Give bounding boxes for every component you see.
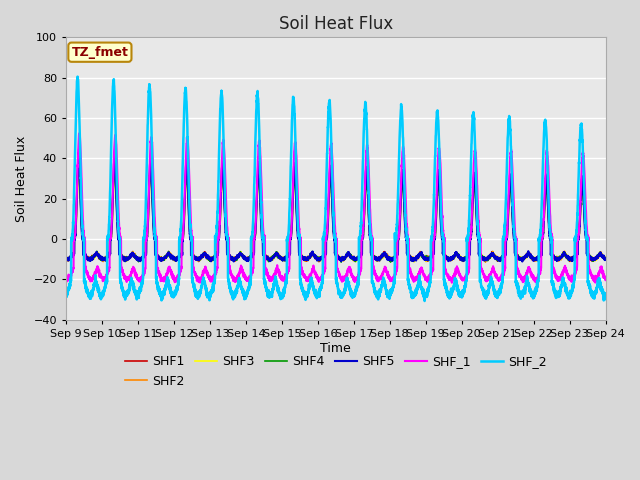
SHF1 [427,253,435,259]
SHF3 [427,255,435,261]
SHF1 [602,256,609,262]
SHF4 [602,256,609,262]
Text: TZ_fmet: TZ_fmet [72,46,129,59]
SHF3 [410,259,418,265]
SHF4 [316,255,323,261]
X-axis label: Time: Time [321,342,351,355]
SHF5 [602,257,609,263]
SHF1 [457,256,465,262]
SHF4 [159,255,167,261]
SHF4 [602,257,609,263]
SHF2 [602,257,609,263]
SHF_1 [76,131,83,136]
SHF_1 [457,276,465,281]
SHF1 [602,255,609,261]
SHF_1 [427,273,435,279]
SHF5 [518,259,526,264]
SHF4 [488,251,495,256]
SHF5 [457,256,465,262]
SHF_2 [602,291,609,297]
SHF3 [602,257,609,263]
SHF_2 [457,292,465,298]
SHF3 [488,252,495,258]
SHF1 [75,160,83,166]
SHF_1 [62,275,70,281]
Line: SHF_1: SHF_1 [66,133,605,283]
Line: SHF4: SHF4 [66,169,605,262]
SHF_1 [159,277,167,283]
SHF_1 [488,269,495,275]
SHF2 [75,155,83,161]
SHF3 [602,256,609,262]
SHF5 [602,254,609,260]
SHF1 [159,256,167,262]
SHF2 [602,256,609,262]
SHF_2 [74,74,81,80]
SHF3 [62,254,70,260]
Legend: SHF1, SHF2, SHF3, SHF4, SHF5, SHF_1, SHF_2: SHF1, SHF2, SHF3, SHF4, SHF5, SHF_1, SHF… [120,350,552,393]
SHF_2 [427,237,435,242]
SHF_2 [488,279,495,285]
SHF3 [159,256,167,262]
SHF1 [488,253,495,259]
SHF2 [457,256,465,262]
SHF5 [316,257,323,263]
Line: SHF3: SHF3 [66,165,605,262]
SHF2 [159,257,167,263]
SHF2 [482,259,490,265]
Line: SHF2: SHF2 [66,158,605,262]
SHF5 [62,256,70,262]
SHF3 [76,162,83,168]
SHF_2 [159,288,167,294]
SHF5 [75,150,83,156]
SHF_2 [602,293,609,299]
SHF2 [316,254,323,260]
SHF2 [488,253,495,259]
SHF1 [315,259,323,264]
SHF4 [457,255,465,261]
Line: SHF5: SHF5 [66,153,605,262]
SHF4 [337,259,345,265]
SHF4 [427,254,435,260]
Y-axis label: Soil Heat Flux: Soil Heat Flux [15,135,28,222]
SHF2 [427,254,435,260]
SHF_2 [420,298,428,304]
SHF3 [316,256,323,262]
SHF1 [62,256,70,262]
SHF4 [75,167,83,172]
SHF5 [427,255,435,261]
SHF_1 [316,276,323,282]
Line: SHF1: SHF1 [66,163,605,262]
SHF_1 [602,276,609,282]
SHF_1 [448,280,456,286]
SHF5 [488,251,495,257]
Line: SHF_2: SHF_2 [66,77,605,301]
SHF4 [62,255,70,261]
SHF3 [457,255,465,261]
Title: Soil Heat Flux: Soil Heat Flux [279,15,393,33]
SHF2 [62,256,70,262]
SHF_2 [316,289,323,295]
SHF_1 [602,274,609,280]
SHF5 [159,257,167,263]
SHF1 [316,257,324,263]
SHF_2 [62,292,70,298]
